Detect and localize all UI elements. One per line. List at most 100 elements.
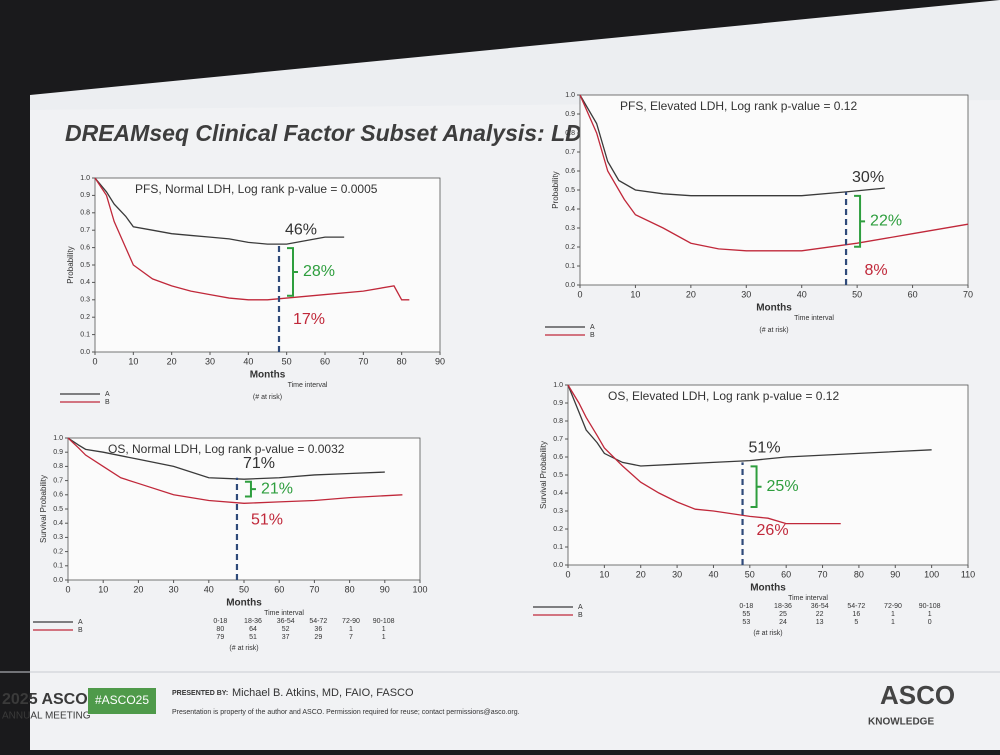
y-tick-label: 0.7 xyxy=(553,436,563,443)
plot-area xyxy=(567,384,969,566)
risk-table-footer: (# at risk) xyxy=(229,645,258,652)
legend-label: A xyxy=(78,619,83,626)
survival-curve xyxy=(579,94,969,252)
survival-curve xyxy=(567,384,932,467)
y-tick-label: 1.0 xyxy=(80,175,90,182)
y-tick-label: 0.4 xyxy=(53,520,63,527)
y-tick-label: 0.6 xyxy=(80,244,90,251)
y-tick-label: 0.6 xyxy=(53,492,63,499)
risk-count: 80 xyxy=(216,626,224,633)
y-tick-label: 0.1 xyxy=(565,263,575,270)
y-tick-label: 0.9 xyxy=(553,400,563,407)
y-tick-label: 0.8 xyxy=(553,418,563,425)
risk-table-title: Time interval xyxy=(794,315,834,322)
y-tick-label: 0.3 xyxy=(80,297,90,304)
x-tick-label: 40 xyxy=(708,569,718,579)
y-tick-label: 0.9 xyxy=(53,449,63,456)
legend-label: B xyxy=(78,627,83,634)
risk-interval: 0-18 xyxy=(213,618,227,625)
x-tick-label: 10 xyxy=(630,289,640,299)
risk-interval: 18-36 xyxy=(244,618,262,625)
difference-bracket xyxy=(287,247,298,297)
difference-annotation: 21% xyxy=(261,480,293,497)
legend-label: B xyxy=(105,399,110,406)
y-tick-label: 0.0 xyxy=(53,577,63,584)
survival-curve xyxy=(567,384,841,525)
x-axis-label: Months xyxy=(756,303,792,314)
y-tick-label: 0.6 xyxy=(553,454,563,461)
y-tick-label: 0.2 xyxy=(565,244,575,251)
x-axis-label: Months xyxy=(250,370,286,381)
lower-annotation: 8% xyxy=(864,262,887,279)
x-tick-label: 100 xyxy=(924,569,939,579)
risk-interval: 72-90 xyxy=(342,618,360,625)
y-tick-label: 1.0 xyxy=(565,92,575,99)
risk-count: 0 xyxy=(928,619,932,626)
x-tick-label: 80 xyxy=(854,569,864,579)
survival-curve xyxy=(579,94,885,197)
difference-annotation: 25% xyxy=(767,478,799,495)
risk-count: 53 xyxy=(742,619,750,626)
difference-bracket xyxy=(244,480,256,498)
y-tick-label: 0.2 xyxy=(553,526,563,533)
risk-table-title: Time interval xyxy=(288,382,328,389)
x-tick-label: 10 xyxy=(128,356,138,366)
upper-annotation: 46% xyxy=(285,221,317,238)
x-tick-label: 10 xyxy=(599,569,609,579)
y-tick-label: 0.3 xyxy=(53,534,63,541)
y-tick-label: 0.7 xyxy=(565,149,575,156)
x-tick-label: 30 xyxy=(205,356,215,366)
y-tick-label: 0.0 xyxy=(80,349,90,356)
difference-annotation: 22% xyxy=(870,213,902,230)
legend-label: A xyxy=(105,391,110,398)
risk-interval: 36-54 xyxy=(811,603,829,610)
risk-count: 1 xyxy=(382,626,386,633)
y-axis-label: Survival Probability xyxy=(39,475,48,543)
risk-count: 25 xyxy=(779,611,787,618)
y-tick-label: 0.4 xyxy=(553,490,563,497)
y-tick-label: 0.5 xyxy=(53,506,63,513)
y-tick-label: 0.0 xyxy=(565,282,575,289)
x-tick-label: 60 xyxy=(320,356,330,366)
y-tick-label: 1.0 xyxy=(53,435,63,442)
risk-interval: 72-90 xyxy=(884,603,902,610)
x-tick-label: 110 xyxy=(961,569,975,579)
x-tick-label: 90 xyxy=(380,584,390,594)
x-tick-label: 60 xyxy=(908,289,918,299)
y-tick-label: 0.4 xyxy=(565,206,575,213)
risk-table-footer: (# at risk) xyxy=(759,327,788,334)
y-tick-label: 0.7 xyxy=(53,477,63,484)
y-tick-label: 0.6 xyxy=(565,168,575,175)
lower-annotation: 26% xyxy=(757,522,789,539)
x-tick-label: 40 xyxy=(243,356,253,366)
x-tick-label: 20 xyxy=(133,584,143,594)
x-axis-label: Months xyxy=(750,583,786,594)
lower-annotation: 51% xyxy=(251,512,283,529)
x-tick-label: 20 xyxy=(167,356,177,366)
lower-annotation: 17% xyxy=(293,311,325,328)
x-tick-label: 0 xyxy=(65,584,70,594)
logo-year: 2025 ASCO xyxy=(2,691,88,708)
y-tick-label: 0.9 xyxy=(80,192,90,199)
survival-curve xyxy=(94,177,345,245)
chart-title: OS, Normal LDH, Log rank p-value = 0.003… xyxy=(108,442,345,456)
difference-bracket xyxy=(854,194,866,248)
x-tick-label: 80 xyxy=(345,584,355,594)
risk-count: 52 xyxy=(282,626,290,633)
y-tick-label: 0.5 xyxy=(80,262,90,269)
risk-count: 29 xyxy=(314,634,322,641)
plot-area xyxy=(94,177,441,353)
y-tick-label: 0.2 xyxy=(80,314,90,321)
risk-table-footer: (# at risk) xyxy=(253,394,282,401)
risk-count: 24 xyxy=(779,619,787,626)
x-tick-label: 30 xyxy=(741,289,751,299)
x-tick-label: 30 xyxy=(169,584,179,594)
upper-annotation: 30% xyxy=(852,169,884,186)
slide-top xyxy=(30,0,1000,110)
y-tick-label: 0.1 xyxy=(80,331,90,338)
x-tick-label: 40 xyxy=(797,289,807,299)
survival-curve xyxy=(67,437,403,504)
brand: ASCO xyxy=(880,680,955,710)
y-tick-label: 0.3 xyxy=(565,225,575,232)
x-tick-label: 80 xyxy=(397,356,407,366)
